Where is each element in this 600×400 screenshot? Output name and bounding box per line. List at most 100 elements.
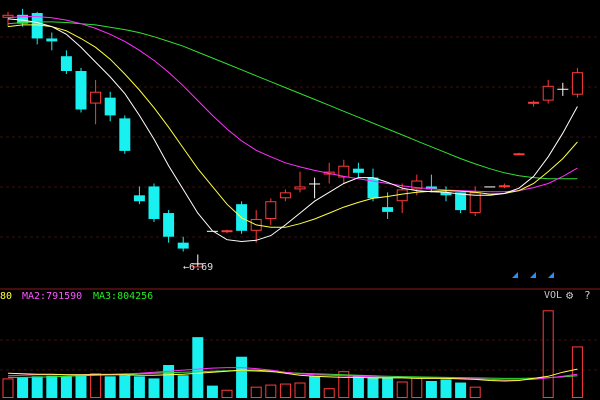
- volume-bar: [31, 376, 43, 398]
- candle-body: [542, 85, 554, 101]
- candlestick: [309, 177, 321, 199]
- candlestick: [367, 168, 379, 202]
- candle-body: [163, 213, 175, 237]
- candle-body: [338, 165, 350, 178]
- ma1-line: [7, 18, 578, 243]
- candle-body: [455, 192, 467, 211]
- vol-ma3-legend: MA3:804256: [93, 291, 154, 302]
- volume-bar: [104, 376, 116, 398]
- volume-bar: [265, 384, 277, 399]
- candle-body: [17, 14, 29, 24]
- volume-bar: [294, 382, 306, 398]
- candle-body: [425, 186, 437, 190]
- volume-bar: [396, 381, 408, 399]
- candle-body: [2, 14, 14, 18]
- candlestick: [31, 11, 43, 45]
- candle-body: [309, 183, 321, 185]
- candlestick: [425, 174, 437, 193]
- candlestick: [484, 186, 496, 188]
- candle-body: [133, 195, 145, 202]
- volume-ma1-line: [7, 368, 578, 382]
- candle-body: [498, 185, 510, 188]
- volume-bar: [221, 389, 233, 399]
- volume-label[interactable]: VOL: [544, 290, 563, 301]
- ma2-line: [7, 24, 578, 228]
- candlestick: [163, 210, 175, 243]
- candlestick: [528, 100, 540, 107]
- volume-bar: [133, 376, 145, 398]
- candle-body: [90, 91, 102, 104]
- candlestick: [90, 79, 102, 125]
- low-price-label: ←6.69: [183, 262, 213, 274]
- volume-bar: [338, 371, 350, 399]
- candle-body: [46, 38, 58, 42]
- low-price-value: 6.69: [189, 262, 214, 273]
- volume-bar: [236, 356, 248, 398]
- candlestick: [513, 152, 525, 156]
- candlestick: [338, 159, 350, 184]
- volume-ma2-line: [7, 367, 578, 381]
- signal-marker-icon: [530, 272, 536, 278]
- volume-bar: [17, 377, 29, 398]
- volume-bar: [90, 373, 102, 398]
- candle-body: [557, 88, 569, 90]
- volume-bar: [440, 379, 452, 398]
- volume-bar: [323, 388, 335, 399]
- candle-body: [571, 72, 583, 95]
- candlestick: [192, 254, 204, 267]
- volume-bar: [206, 385, 218, 398]
- volume-bar: [75, 374, 87, 398]
- candlestick: [294, 171, 306, 193]
- ma4-line: [7, 21, 578, 180]
- candlestick: [119, 115, 131, 154]
- candle-body: [513, 153, 525, 156]
- candlestick: [352, 162, 364, 178]
- volume-bar: [46, 375, 58, 398]
- candlestick: [60, 50, 72, 74]
- low-price-arrow: ←: [183, 262, 190, 273]
- candlestick: [104, 91, 116, 122]
- price-panel: [0, 8, 600, 290]
- candle-body: [469, 192, 481, 214]
- candle-body: [265, 201, 277, 219]
- candlestick: [148, 183, 160, 222]
- candlestick: [440, 186, 452, 202]
- candle-body: [411, 180, 423, 190]
- volume-ma3-line: [8, 370, 578, 379]
- candle-body: [367, 177, 379, 199]
- candlestick: [46, 32, 58, 51]
- candle-body: [177, 242, 189, 249]
- volume-bar: [192, 337, 204, 398]
- candlestick: [455, 192, 467, 214]
- volume-bar: [163, 364, 175, 398]
- candle-body: [440, 192, 452, 196]
- volume-bar: [2, 378, 14, 398]
- candlestick: [542, 79, 554, 104]
- volume-bar: [352, 375, 364, 398]
- gear-icon[interactable]: ⚙: [566, 288, 574, 302]
- candle-body: [75, 71, 87, 110]
- volume-bar: [148, 378, 160, 398]
- candlestick: [75, 68, 87, 113]
- candle-body: [192, 263, 204, 265]
- candlestick: [250, 210, 262, 243]
- candlestick: [557, 82, 569, 96]
- candlestick: [17, 8, 29, 27]
- candlestick: [279, 189, 291, 202]
- volume-bar: [119, 375, 131, 398]
- signal-marker-icon: [548, 272, 554, 278]
- candle-body: [484, 186, 496, 188]
- candle-body: [396, 189, 408, 202]
- question-mark-icon[interactable]: ?: [584, 289, 591, 302]
- candle-body: [221, 230, 233, 233]
- candlestick: [498, 183, 510, 189]
- candle-body: [382, 207, 394, 212]
- volume-bar: [425, 380, 437, 398]
- candlestick: [221, 229, 233, 234]
- candle-body: [119, 118, 131, 151]
- candlestick: [265, 198, 277, 225]
- candle-body: [60, 56, 72, 72]
- candlestick: [133, 186, 145, 205]
- vol-ma1-legend: 80: [0, 291, 13, 302]
- candle-body: [279, 192, 291, 199]
